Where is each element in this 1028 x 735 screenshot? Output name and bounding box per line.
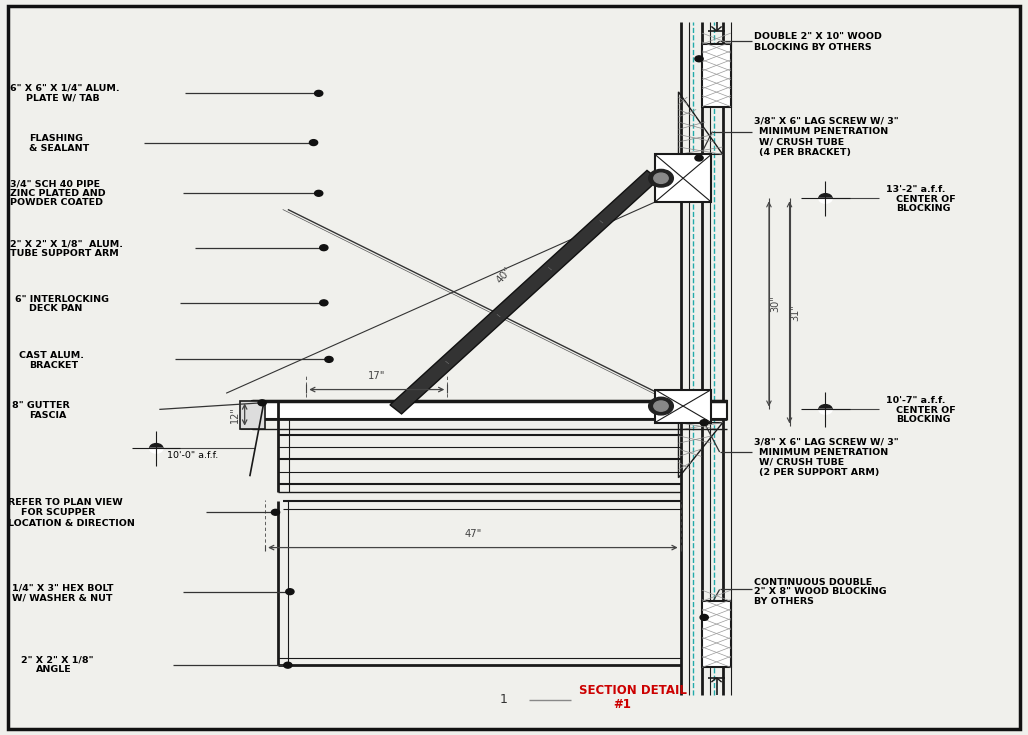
Wedge shape — [819, 409, 833, 415]
Text: PLATE W/ TAB: PLATE W/ TAB — [26, 93, 100, 102]
Bar — [702, 44, 731, 107]
Text: CAST ALUM.: CAST ALUM. — [19, 351, 83, 360]
Circle shape — [654, 173, 668, 184]
Wedge shape — [819, 194, 833, 198]
Circle shape — [700, 420, 708, 426]
Text: TUBE SUPPORT ARM: TUBE SUPPORT ARM — [10, 249, 119, 258]
Text: DECK PAN: DECK PAN — [29, 304, 82, 313]
Text: 13'-2" a.f.f.: 13'-2" a.f.f. — [886, 185, 946, 194]
Circle shape — [271, 509, 280, 515]
Text: BLOCKING: BLOCKING — [896, 204, 951, 213]
Text: 3/8" X 6" LAG SCREW W/ 3": 3/8" X 6" LAG SCREW W/ 3" — [754, 438, 898, 447]
Text: 10'-7" a.f.f.: 10'-7" a.f.f. — [886, 396, 946, 405]
Circle shape — [258, 400, 266, 406]
Bar — [702, 601, 731, 667]
Circle shape — [286, 589, 294, 595]
Text: & SEALANT: & SEALANT — [29, 144, 89, 153]
Text: 31": 31" — [791, 304, 801, 320]
Text: FLASHING: FLASHING — [29, 135, 83, 143]
Text: 40": 40" — [494, 265, 513, 286]
Text: MINIMUM PENETRATION: MINIMUM PENETRATION — [759, 448, 888, 456]
Text: 1: 1 — [500, 693, 508, 706]
Circle shape — [695, 56, 703, 62]
Text: 12": 12" — [229, 406, 240, 423]
Text: W/ CRUSH TUBE: W/ CRUSH TUBE — [759, 458, 844, 467]
Wedge shape — [149, 448, 162, 453]
Text: 2" X 2" X 1/8"  ALUM.: 2" X 2" X 1/8" ALUM. — [10, 240, 123, 248]
Circle shape — [309, 140, 318, 146]
Bar — [655, 154, 711, 202]
Text: 8" GUTTER: 8" GUTTER — [12, 401, 70, 410]
Text: 3/8" X 6" LAG SCREW W/ 3": 3/8" X 6" LAG SCREW W/ 3" — [754, 117, 898, 126]
Text: ANGLE: ANGLE — [36, 665, 72, 674]
Text: CONTINUOUS DOUBLE: CONTINUOUS DOUBLE — [754, 578, 872, 587]
Text: 17": 17" — [368, 371, 386, 381]
Text: 2" X 8" WOOD BLOCKING: 2" X 8" WOOD BLOCKING — [754, 587, 886, 596]
Circle shape — [695, 155, 703, 161]
Text: (4 PER BRACKET): (4 PER BRACKET) — [759, 148, 850, 157]
Bar — [252, 401, 727, 419]
Wedge shape — [819, 198, 833, 203]
Circle shape — [320, 300, 328, 306]
Circle shape — [284, 662, 292, 668]
Circle shape — [315, 90, 323, 96]
Wedge shape — [150, 444, 162, 448]
Text: 2" X 2" X 1/8": 2" X 2" X 1/8" — [21, 656, 94, 664]
Text: 10'-0" a.f.f.: 10'-0" a.f.f. — [167, 451, 218, 460]
Bar — [240, 401, 265, 429]
Polygon shape — [390, 171, 659, 414]
Circle shape — [325, 356, 333, 362]
Circle shape — [315, 190, 323, 196]
Text: 6" X 6" X 1/4" ALUM.: 6" X 6" X 1/4" ALUM. — [10, 84, 120, 93]
Text: 30": 30" — [770, 295, 780, 312]
Text: MINIMUM PENETRATION: MINIMUM PENETRATION — [759, 127, 888, 136]
Text: 3/4" SCH 40 PIPE: 3/4" SCH 40 PIPE — [10, 179, 101, 188]
Text: (2 PER SUPPORT ARM): (2 PER SUPPORT ARM) — [759, 468, 879, 477]
Text: DOUBLE 2" X 10" WOOD: DOUBLE 2" X 10" WOOD — [754, 32, 881, 41]
Text: 6" INTERLOCKING: 6" INTERLOCKING — [15, 295, 109, 304]
Text: POWDER COATED: POWDER COATED — [10, 198, 103, 207]
Text: BRACKET: BRACKET — [29, 361, 78, 370]
Wedge shape — [819, 404, 833, 409]
Text: BY OTHERS: BY OTHERS — [754, 598, 813, 606]
Text: W/ WASHER & NUT: W/ WASHER & NUT — [12, 593, 113, 602]
Text: 1/4" X 3" HEX BOLT: 1/4" X 3" HEX BOLT — [12, 584, 114, 592]
Circle shape — [700, 614, 708, 620]
Text: #1: #1 — [614, 698, 631, 711]
Text: REFER TO PLAN VIEW: REFER TO PLAN VIEW — [8, 498, 123, 507]
Text: W/ CRUSH TUBE: W/ CRUSH TUBE — [759, 137, 844, 146]
Text: ZINC PLATED AND: ZINC PLATED AND — [10, 189, 106, 198]
Text: LOCATION & DIRECTION: LOCATION & DIRECTION — [8, 519, 135, 528]
Text: 47": 47" — [465, 529, 481, 539]
Circle shape — [654, 401, 668, 412]
Circle shape — [649, 170, 673, 187]
Text: FASCIA: FASCIA — [29, 411, 66, 420]
Circle shape — [649, 397, 673, 415]
Text: CENTER OF: CENTER OF — [896, 195, 956, 204]
Text: BLOCKING: BLOCKING — [896, 415, 951, 424]
Text: BLOCKING BY OTHERS: BLOCKING BY OTHERS — [754, 43, 871, 52]
Text: SECTION DETAIL: SECTION DETAIL — [579, 684, 687, 698]
Text: CENTER OF: CENTER OF — [896, 406, 956, 415]
Circle shape — [320, 245, 328, 251]
Text: FOR SCUPPER: FOR SCUPPER — [21, 508, 95, 517]
Bar — [655, 390, 711, 423]
